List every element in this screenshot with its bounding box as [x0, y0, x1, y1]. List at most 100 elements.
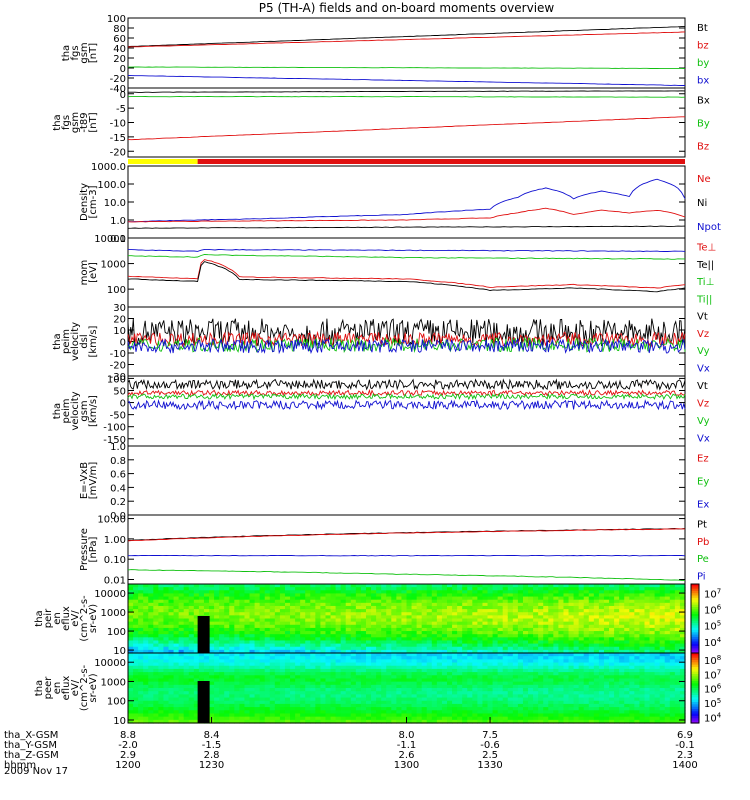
heatmap-cell: [401, 678, 408, 683]
heatmap-cell: [492, 640, 499, 645]
heatmap-cell: [153, 665, 159, 670]
heatmap-cell: [619, 678, 625, 683]
y-tick-label: 0.4: [110, 483, 126, 494]
heatmap-cell: [396, 637, 403, 642]
heatmap-cell: [482, 703, 489, 708]
heatmap-cell: [654, 612, 661, 616]
heatmap-cell: [578, 649, 585, 654]
heatmap-cell: [264, 643, 271, 648]
heatmap-cell: [421, 587, 428, 591]
heatmap-cell: [148, 697, 154, 702]
heatmap-cell: [269, 678, 276, 683]
heatmap-cell: [128, 668, 134, 673]
heatmap-cell: [447, 703, 453, 708]
heatmap-cell: [386, 681, 392, 686]
heatmap-cell: [603, 621, 610, 626]
heatmap-cell: [234, 716, 240, 721]
heatmap-cell: [629, 656, 635, 660]
heatmap-cell: [487, 700, 494, 705]
heatmap-cell: [355, 684, 362, 689]
heatmap-cell: [558, 681, 565, 686]
heatmap-cell: [178, 615, 185, 620]
heatmap-cell: [447, 599, 453, 604]
heatmap-cell: [300, 618, 306, 623]
heatmap-cell: [138, 593, 144, 598]
heatmap-cell: [568, 621, 575, 626]
heatmap-cell: [229, 590, 235, 595]
heatmap-cell: [538, 691, 544, 695]
heatmap-cell: [295, 662, 301, 667]
heatmap-cell: [330, 593, 337, 598]
heatmap-cell: [244, 688, 251, 692]
heatmap-cell: [548, 605, 554, 610]
heatmap-cell: [295, 584, 301, 588]
heatmap-cell: [229, 609, 235, 613]
heatmap-cell: [335, 640, 342, 645]
heatmap-cell: [360, 637, 367, 642]
heatmap-cell: [431, 710, 438, 715]
heatmap-cell: [624, 684, 630, 689]
heatmap-cell: [533, 691, 539, 695]
legend-entry-Pe: Pe: [697, 554, 709, 565]
heatmap-cell: [249, 637, 256, 642]
heatmap-cell: [391, 599, 397, 604]
heatmap-cell: [340, 684, 347, 689]
heatmap-cell: [224, 668, 230, 673]
heatmap-cell: [553, 596, 560, 601]
heatmap-cell: [138, 713, 144, 718]
heatmap-cell: [649, 713, 656, 718]
heatmap-cell: [452, 599, 458, 604]
heatmap-cell: [320, 672, 327, 676]
heatmap-cell: [214, 643, 220, 648]
heatmap-cell: [533, 697, 539, 702]
heatmap-cell: [365, 640, 372, 645]
heatmap-cell: [629, 703, 635, 708]
heatmap-cell: [406, 694, 413, 699]
heatmap-cell: [330, 684, 337, 689]
heatmap-cell: [598, 590, 605, 595]
heatmap-cell: [522, 681, 529, 686]
heatmap-cell: [158, 678, 165, 683]
series-line-Npot: [128, 178, 686, 223]
heatmap-cell: [624, 646, 630, 651]
heatmap-cell: [634, 605, 641, 610]
heatmap-cell: [482, 707, 489, 711]
heatmap-cell: [183, 678, 190, 683]
heatmap-cell: [148, 624, 154, 629]
heatmap-cell: [528, 643, 534, 648]
heatmap-cell: [507, 678, 514, 683]
heatmap-cell: [517, 640, 524, 645]
heatmap-cell: [315, 605, 322, 610]
heatmap-cell: [452, 681, 458, 686]
heatmap-cell: [609, 678, 615, 683]
heatmap-cell: [183, 646, 190, 651]
heatmap-cell: [482, 627, 489, 632]
heatmap-cell: [376, 665, 382, 670]
heatmap-cell: [472, 649, 478, 654]
legend-entry-Ex: Ex: [697, 500, 709, 511]
heatmap-cell: [467, 707, 473, 711]
heatmap-cell: [396, 716, 403, 721]
heatmap-cell: [654, 665, 661, 670]
heatmap-cell: [269, 656, 276, 660]
heatmap-cell: [507, 710, 514, 715]
heatmap-cell: [507, 593, 514, 598]
heatmap-cell: [315, 643, 322, 648]
heatmap-cell: [153, 634, 159, 638]
heatmap-cell: [391, 615, 397, 620]
heatmap-cell: [254, 662, 261, 667]
heatmap-cell: [588, 602, 595, 607]
heatmap-cell: [517, 675, 524, 680]
heatmap-cell: [497, 634, 504, 638]
heatmap-cell: [391, 684, 397, 689]
heatmap-cell: [376, 681, 382, 686]
heatmap-cell: [462, 713, 468, 718]
heatmap-cell: [133, 621, 139, 626]
heatmap-cell: [365, 710, 372, 715]
heatmap-cell: [517, 716, 524, 721]
heatmap-cell: [290, 703, 296, 708]
heatmap-cell: [441, 618, 448, 623]
heatmap-cell: [421, 643, 428, 648]
heatmap-cell: [153, 618, 159, 623]
heatmap-cell: [603, 665, 610, 670]
